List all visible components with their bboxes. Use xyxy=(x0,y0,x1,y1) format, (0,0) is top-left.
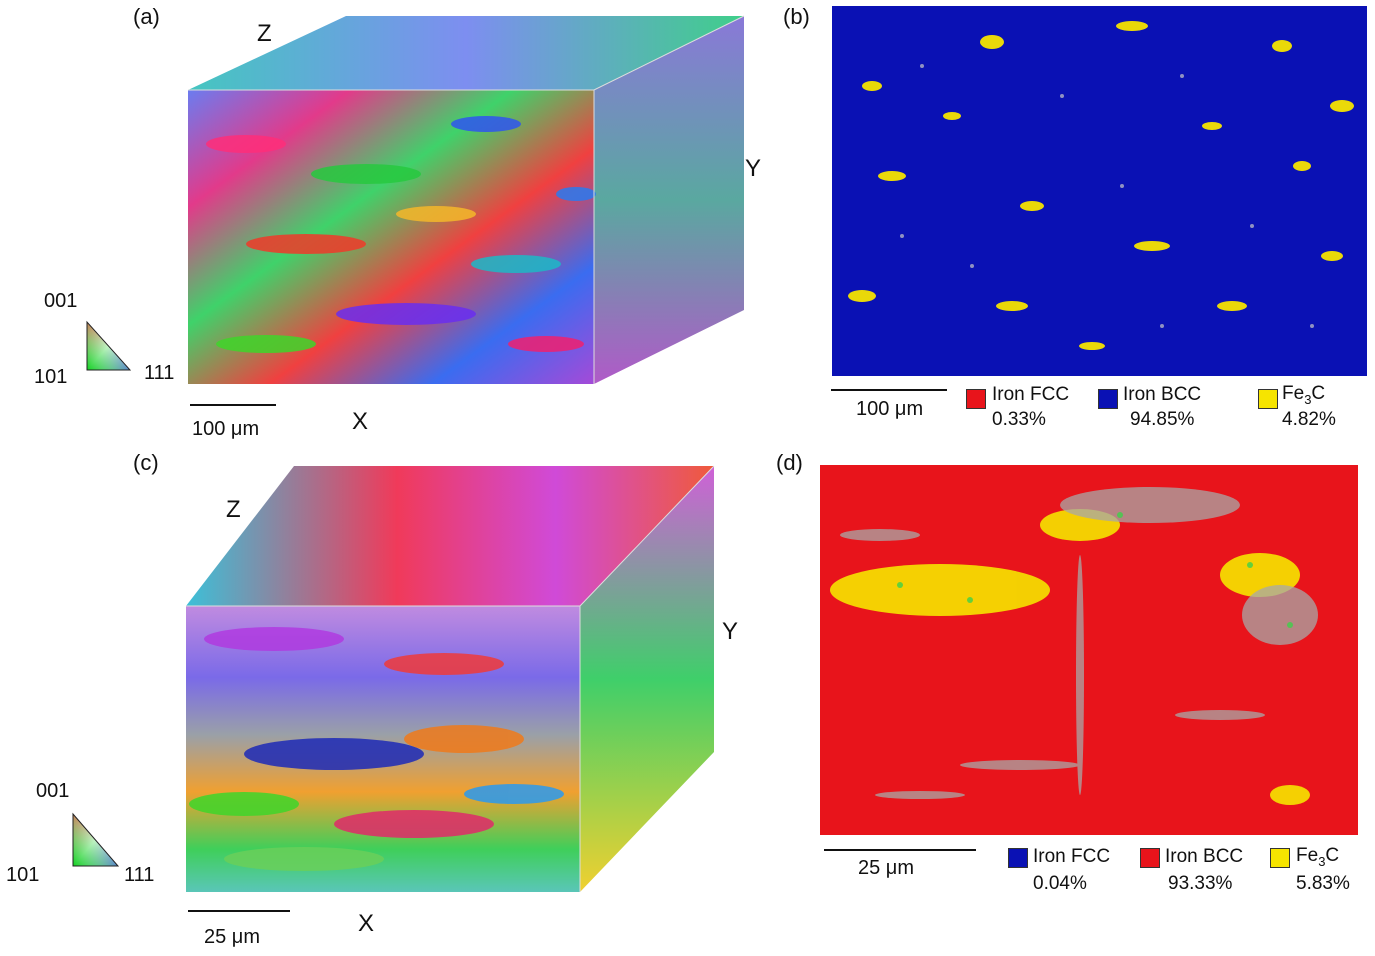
scale-bar-c-label: 25 μm xyxy=(204,926,260,948)
axis-x-label-c: X xyxy=(358,910,375,937)
ipf-key-a-001: 001 xyxy=(44,290,78,312)
axis-y-label-a: Y xyxy=(745,155,762,182)
axis-x-label-a: X xyxy=(352,408,369,435)
scale-bar-b-label: 100 μm xyxy=(856,398,924,420)
panel-c-label: (c) xyxy=(133,450,159,475)
axis-z-label-c: Z xyxy=(226,496,241,523)
legend-b-swatch-fe3c xyxy=(1258,389,1278,409)
cube-a-top-face xyxy=(188,16,744,90)
phase-map-d xyxy=(820,465,1358,835)
legend-d-fcc-percent: 0.04% xyxy=(1033,873,1087,894)
cube-c-side-face xyxy=(580,466,714,892)
legend-b-swatch-fcc xyxy=(966,389,986,409)
ipf-key-c-001: 001 xyxy=(36,780,70,802)
scale-bar-a-label: 100 μm xyxy=(192,418,260,440)
axis-y-label-c: Y xyxy=(722,618,739,645)
ipf-triangle-icon-c xyxy=(70,812,120,868)
panel-a-label: (a) xyxy=(133,4,160,29)
ipf-key-c-111: 111 xyxy=(124,864,155,886)
legend-b-swatch-bcc xyxy=(1098,389,1118,409)
ipf-triangle-icon-a xyxy=(84,320,132,372)
panel-b-label: (b) xyxy=(783,4,810,29)
ipf-key-c-101: 101 xyxy=(6,864,40,886)
legend-b-fcc-percent: 0.33% xyxy=(992,409,1046,430)
legend-b-fe3c-percent: 4.82% xyxy=(1282,409,1336,430)
legend-d-fe3c-percent: 5.83% xyxy=(1296,873,1350,894)
scale-bar-d xyxy=(824,849,976,851)
legend-d-swatch-fcc xyxy=(1008,848,1028,868)
scale-bar-d-label: 25 μm xyxy=(858,857,914,879)
scale-bar-b xyxy=(831,389,947,391)
legend-d-swatch-fe3c xyxy=(1270,848,1290,868)
phase-map-b xyxy=(832,6,1367,376)
legend-d-fcc-name: Iron FCC xyxy=(1033,846,1111,867)
legend-d-bcc-percent: 93.33% xyxy=(1168,873,1233,894)
ebsd-cube-a xyxy=(186,14,746,386)
ipf-key-a-101: 101 xyxy=(34,366,68,388)
cube-c-top-face xyxy=(186,466,714,606)
scale-bar-a xyxy=(190,404,276,406)
legend-b-bcc-percent: 94.85% xyxy=(1130,409,1195,430)
legend-d-swatch-bcc xyxy=(1140,848,1160,868)
panel-d-label: (d) xyxy=(776,450,803,475)
legend-d-bcc-name: Iron BCC xyxy=(1165,846,1244,867)
axis-z-label-a: Z xyxy=(257,20,272,47)
legend-b-fcc-name: Iron FCC xyxy=(992,384,1070,405)
legend-d-fe3c-name: Fe3C xyxy=(1296,845,1340,869)
ipf-key-a-111: 111 xyxy=(144,362,175,384)
cube-a-side-face xyxy=(594,16,744,384)
scale-bar-c xyxy=(188,910,290,912)
legend-b-fe3c-name: Fe3C xyxy=(1282,383,1326,407)
ebsd-cube-c xyxy=(184,464,716,894)
legend-b-bcc-name: Iron BCC xyxy=(1123,384,1202,405)
